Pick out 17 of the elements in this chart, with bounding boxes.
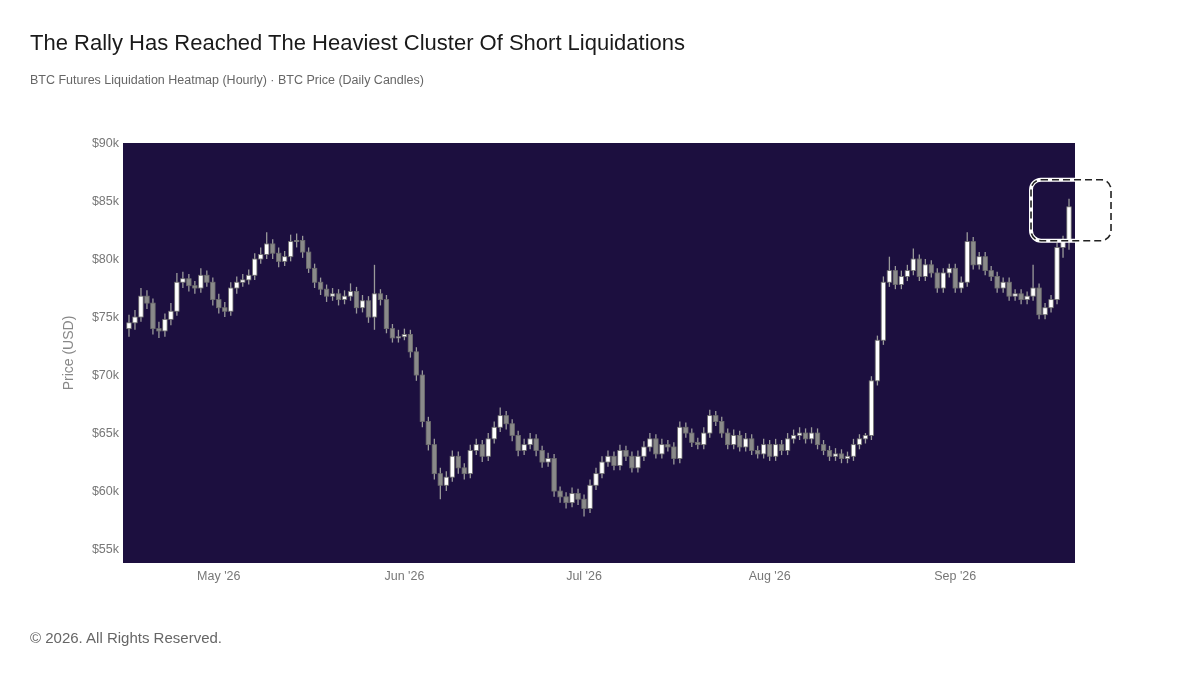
y-axis-title: Price (USD) xyxy=(60,315,76,391)
x-tick-label: Jun '26 xyxy=(384,569,425,583)
y-tick-label: $70k xyxy=(91,368,120,383)
y-tick-label: $75k xyxy=(91,310,120,325)
y-tick-label: $65k xyxy=(91,426,120,441)
x-tick-label: Aug '26 xyxy=(748,569,791,583)
y-tick-label: $55k xyxy=(91,542,120,557)
y-tick-label: $90k xyxy=(91,136,120,151)
x-tick-label: May '26 xyxy=(197,569,241,583)
x-tick-label: Jul '26 xyxy=(566,569,602,583)
y-tick-label: $80k xyxy=(91,252,120,267)
y-tick-label: $85k xyxy=(91,194,120,209)
chart-subtitle: BTC Futures Liquidation Heatmap (Hourly) · BTC Price (Daily Candles) xyxy=(30,73,424,87)
x-tick-label: Sep '26 xyxy=(934,569,977,583)
chart-title: The Rally Has Reached The Heaviest Cluster Of Short Liquidations xyxy=(30,30,686,55)
text: © 2026. All Rights Reserved. xyxy=(30,629,222,646)
y-tick-label: $60k xyxy=(91,484,120,499)
